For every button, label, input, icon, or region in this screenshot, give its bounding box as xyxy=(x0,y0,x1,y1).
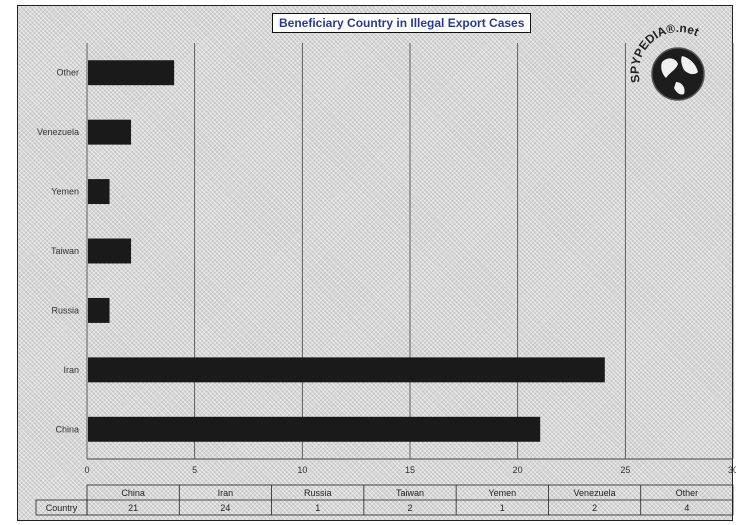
data-table-value: 1 xyxy=(500,503,505,513)
data-table-header: Venezuela xyxy=(574,488,616,498)
data-table-value: 2 xyxy=(592,503,597,513)
x-tick-label: 5 xyxy=(192,465,197,475)
data-table-header: Other xyxy=(676,488,699,498)
bar xyxy=(88,119,132,145)
data-table-header: Russia xyxy=(304,488,332,498)
x-tick-label: 15 xyxy=(405,465,415,475)
y-category-label: China xyxy=(55,424,79,434)
data-table-value: 4 xyxy=(684,503,689,513)
x-tick-label: 0 xyxy=(84,465,89,475)
y-category-label: Other xyxy=(56,68,79,78)
y-category-label: Russia xyxy=(51,305,79,315)
data-table-header: Yemen xyxy=(488,488,516,498)
bar xyxy=(88,238,132,264)
data-table-value: 2 xyxy=(407,503,412,513)
x-tick-label: 20 xyxy=(513,465,523,475)
data-table-value: 24 xyxy=(220,503,230,513)
globe-icon xyxy=(651,47,705,101)
data-table-series-label: Country xyxy=(46,503,78,513)
data-table-header: Taiwan xyxy=(396,488,424,498)
bar xyxy=(88,179,110,205)
data-table-value: 21 xyxy=(128,503,138,513)
x-tick-label: 25 xyxy=(620,465,630,475)
y-category-label: Taiwan xyxy=(51,246,79,256)
data-table-series-cell xyxy=(35,499,88,516)
bar xyxy=(88,60,175,86)
y-category-label: Venezuela xyxy=(37,127,79,137)
spypedia-logo: SPYPEDIA®.net xyxy=(628,21,705,101)
data-table-value: 1 xyxy=(315,503,320,513)
x-tick-label: 10 xyxy=(297,465,307,475)
bar xyxy=(88,297,110,323)
x-tick-label: 30 xyxy=(728,465,736,475)
data-table-header: Iran xyxy=(218,488,234,498)
y-category-label: Iran xyxy=(63,365,79,375)
y-category-label: Yemen xyxy=(51,187,79,197)
bar xyxy=(88,416,541,442)
data-table-header: China xyxy=(121,488,145,498)
chart-title: Beneficiary Country in Illegal Export Ca… xyxy=(272,13,532,33)
bar xyxy=(88,357,605,383)
